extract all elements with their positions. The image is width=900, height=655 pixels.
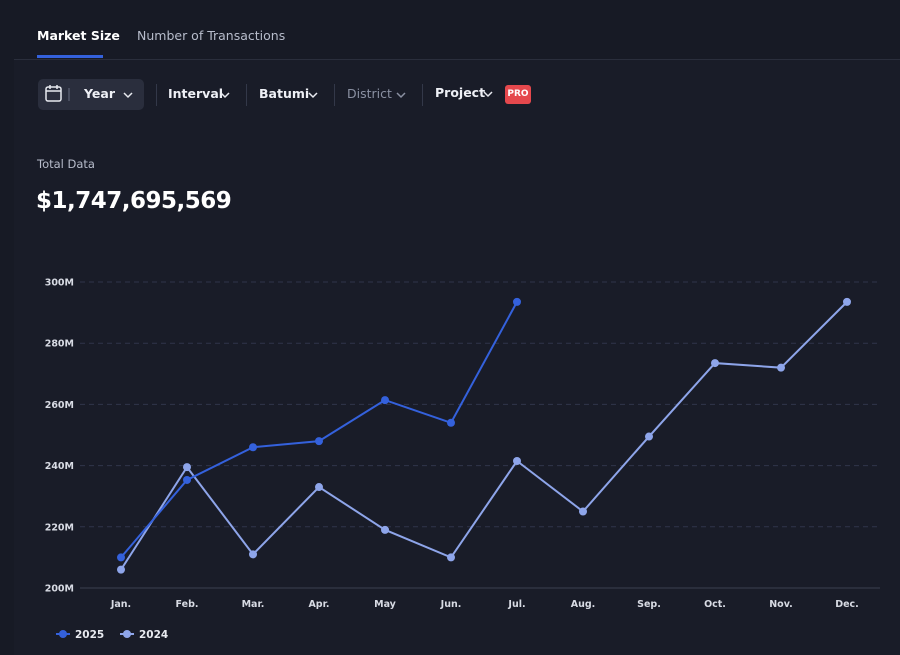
separator — [334, 84, 335, 106]
data-point — [117, 553, 125, 562]
data-point — [315, 437, 323, 446]
summary-value: $1,747,695,569 — [36, 188, 232, 214]
project-filter[interactable]: Project — [435, 85, 486, 100]
data-point — [249, 443, 257, 452]
data-point — [843, 297, 851, 306]
chart: 200M 220M 240M 260M 280M 300M Jan. Feb. Mar. Apr.… — [45, 278, 880, 641]
x-tick-label: Dec. — [835, 599, 859, 610]
tab-underline — [37, 55, 103, 58]
data-point — [447, 553, 455, 562]
x-tick-label: Mar. — [242, 599, 265, 610]
series-line — [120, 301, 518, 559]
legend-dot — [123, 630, 131, 638]
y-tick-label: 220M — [45, 522, 74, 533]
year-label: Year — [84, 86, 115, 101]
x-tick-label: Sep. — [637, 599, 661, 610]
data-point — [183, 463, 191, 472]
legend-label: 2025 — [75, 629, 104, 641]
year-icons — [45, 85, 133, 102]
data-point — [711, 359, 719, 368]
summary-label: Total Data — [37, 157, 95, 171]
y-tick-label: 200M — [45, 584, 74, 595]
separator — [246, 84, 247, 106]
data-point — [381, 396, 389, 405]
series-line — [120, 301, 848, 571]
x-tick-label: Jun. — [440, 599, 462, 610]
x-tick-label: Feb. — [176, 599, 199, 610]
data-point — [777, 363, 785, 372]
data-point — [447, 418, 455, 427]
data-point — [513, 297, 521, 306]
x-tick-label: Jan. — [110, 599, 131, 610]
y-tick-label: 280M — [45, 339, 74, 350]
x-tick-label: May — [374, 599, 397, 610]
legend-label: 2024 — [139, 629, 168, 641]
chevrons — [220, 91, 493, 99]
y-tick-label: 300M — [45, 278, 74, 289]
data-point — [645, 432, 653, 441]
data-point — [249, 550, 257, 559]
x-tick-label: Aug. — [571, 599, 596, 610]
y-tick-label: 240M — [45, 461, 74, 472]
x-tick-label: Oct. — [704, 599, 726, 610]
interval-filter[interactable]: Interval — [168, 86, 224, 101]
district-filter[interactable]: District — [347, 86, 392, 101]
tab-transactions[interactable]: Number of Transactions — [137, 28, 286, 43]
legend-dot — [59, 630, 67, 638]
x-tick-label: Jul. — [507, 599, 525, 610]
panel — [14, 59, 900, 655]
tab-market-size[interactable]: Market Size — [37, 28, 120, 43]
x-tick-label: Apr. — [308, 599, 329, 610]
separator — [422, 84, 423, 106]
data-point — [315, 483, 323, 492]
x-tick-label: Nov. — [769, 599, 793, 610]
data-point — [183, 475, 191, 484]
pro-badge: PRO — [505, 85, 531, 104]
data-point — [513, 457, 521, 466]
data-point — [579, 507, 587, 516]
y-tick-label: 260M — [45, 400, 74, 411]
data-point — [381, 525, 389, 534]
year-button[interactable] — [38, 79, 144, 110]
city-filter[interactable]: Batumi — [259, 86, 310, 101]
separator — [156, 84, 157, 106]
data-point — [117, 565, 125, 574]
